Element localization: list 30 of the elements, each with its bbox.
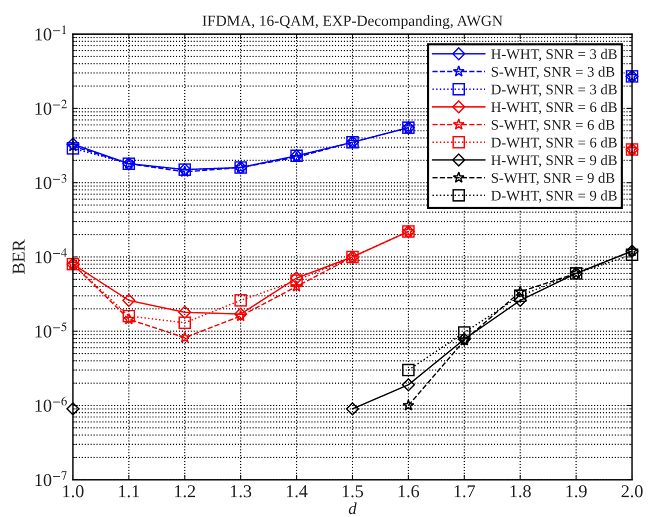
legend-label: H-WHT, SNR = 9 dB [491,154,617,168]
x-tick-label: 1.3 [230,485,252,498]
x-tick-label: 1.5 [342,485,364,498]
legend-label: S-WHT, SNR = 9 dB [492,172,614,185]
x-tick-label: 1.1 [119,485,140,498]
x-tick-label: 1.6 [398,485,420,498]
y-tick-label: 10$^{−4}$ [36,248,67,264]
x-tick-label: 1.4 [286,485,308,498]
x-tick-label: 2.0 [622,485,643,498]
legend-label: H-WHT, SNR = 3 dB [491,48,617,62]
legend-label: D-WHT, SNR = 3 dB [491,84,617,97]
legend-label: D-WHT, SNR = 6 dB [491,137,617,150]
x-tick-label: 1.9 [566,485,587,498]
x-tick-label: 1.2 [175,485,196,498]
y-tick-label: 10$^{−3}$ [36,174,66,190]
legend-label: D-WHT, SNR = 9 dB [491,190,617,203]
y-tick-label: 10$^{−7}$ [36,471,67,486]
y-tick-label: 10$^{−1}$ [36,25,66,40]
x-tick-label: 1.8 [510,485,531,498]
y-tick-label: 10$^{−2}$ [36,100,67,115]
legend-label: H-WHT, SNR = 6 dB [491,102,617,114]
legend-label: S-WHT, SNR = 6 dB [492,120,614,132]
chart-title: IFDMA, 16-QAM, EXP-Decompanding, AWGN [202,15,503,30]
x-tick-label: 1.0 [63,485,84,498]
x-tick-label: 1.7 [454,485,476,498]
y-tick-label: 10$^{−6}$ [36,396,67,412]
y-tick-label: 10$^{−5}$ [36,322,66,338]
y-axis-title: BER [12,239,25,274]
x-axis-title: d [348,502,357,514]
legend-label: S-WHT, SNR = 3 dB [492,66,614,79]
